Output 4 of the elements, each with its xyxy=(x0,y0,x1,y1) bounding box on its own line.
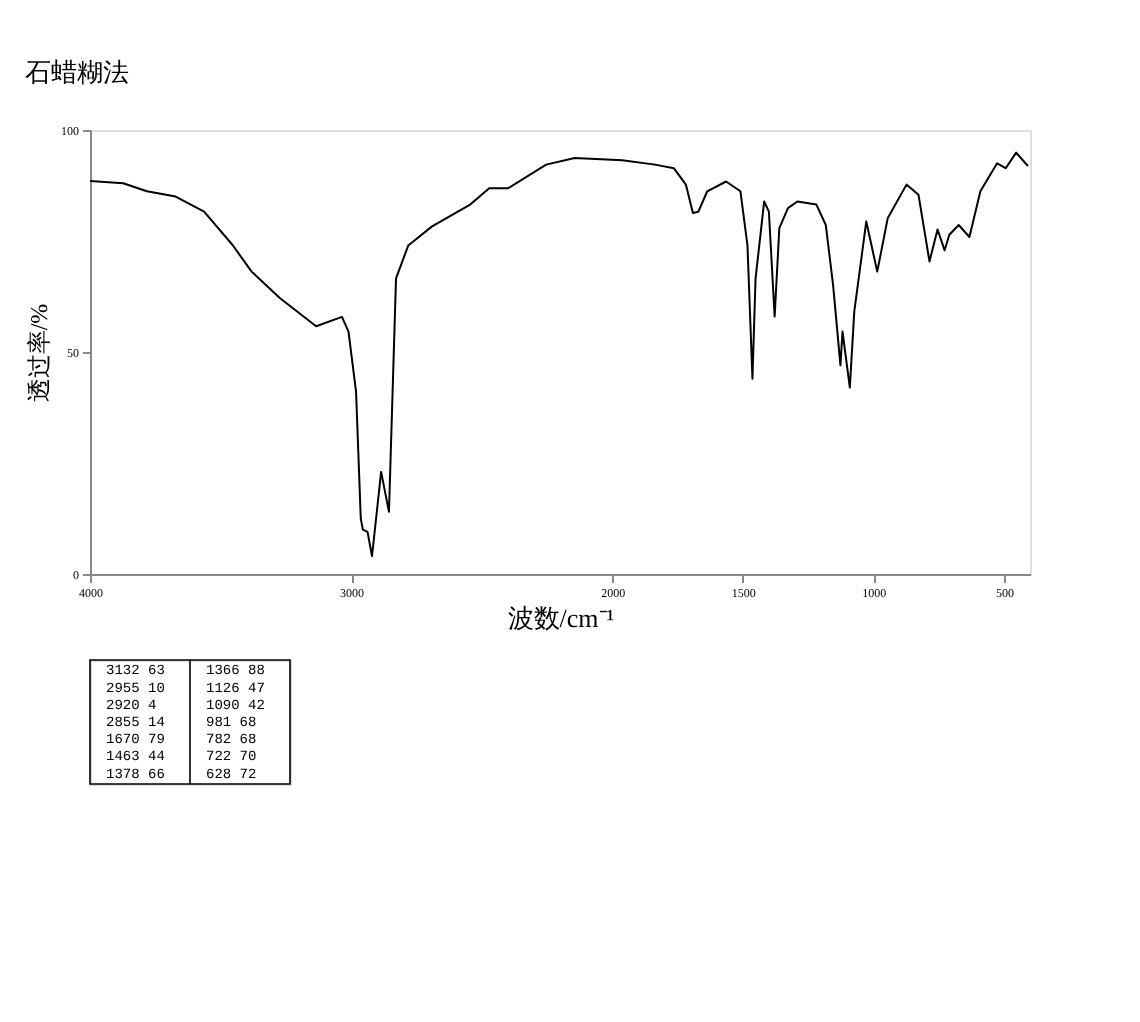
x-axis-title: 波数/cm⁻¹ xyxy=(507,603,615,633)
chart-title: 石蜡糊法 xyxy=(25,57,129,87)
line-series xyxy=(89,151,1029,558)
y-axis-title: 透过率/% xyxy=(25,303,53,403)
